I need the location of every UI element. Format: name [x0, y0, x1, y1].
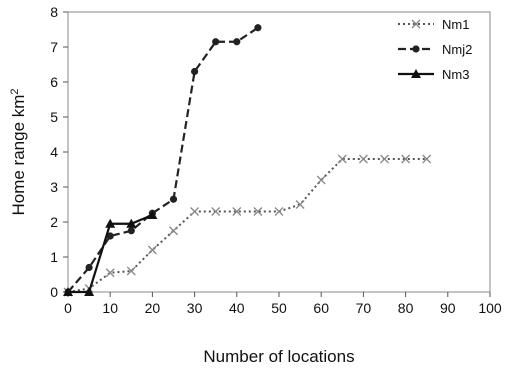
x-tick-label: 10: [102, 300, 118, 316]
series-point: [169, 226, 178, 236]
series-point: [316, 175, 326, 185]
series-point: [211, 207, 221, 216]
x-tick-label: 0: [64, 300, 72, 316]
series-point: [191, 67, 199, 76]
series-point: [105, 268, 115, 278]
y-axis-title-superscript: 2: [9, 88, 21, 94]
series-point: [126, 218, 137, 228]
x-axis-title: Number of locations: [203, 347, 354, 366]
y-tick-label: 1: [50, 249, 58, 265]
series-point: [233, 38, 241, 46]
x-axis-ticks: 0 10 20 30 40 50 60 70 80 90 100: [64, 292, 502, 316]
series-point: [253, 207, 263, 216]
series-point: [127, 227, 135, 235]
legend: Nm1 Nmj2 Nm3: [398, 17, 472, 82]
series-point: [190, 207, 200, 216]
legend-label: Nm3: [442, 67, 469, 82]
series-point: [337, 154, 347, 164]
series-line: [67, 26, 259, 293]
series-point: [411, 69, 421, 78]
series-point: [84, 287, 95, 296]
y-axis-title-main: Home range km: [9, 95, 28, 216]
series-point: [380, 154, 389, 164]
series-point: [169, 195, 178, 203]
series-point: [212, 38, 220, 46]
series-point: [295, 200, 305, 209]
x-tick-label: 20: [145, 300, 161, 316]
y-tick-label: 4: [50, 144, 58, 160]
series-point: [232, 207, 242, 216]
x-tick-label: 90: [440, 300, 456, 316]
x-tick-label: 100: [478, 300, 502, 316]
series-point: [401, 154, 411, 164]
legend-entry-nm3: Nm3: [398, 67, 469, 82]
x-tick-label: 60: [313, 300, 329, 316]
y-tick-label: 8: [50, 4, 58, 20]
legend-entry-nmj2: Nmj2: [398, 42, 472, 57]
series-point: [105, 218, 116, 228]
x-tick-label: 50: [271, 300, 287, 316]
series-point: [274, 207, 284, 216]
legend-label: Nmj2: [442, 42, 472, 57]
series-point: [358, 154, 368, 164]
x-tick-label: 70: [356, 300, 372, 316]
series-point: [422, 154, 432, 164]
series-point: [411, 19, 421, 29]
series-point: [85, 263, 93, 272]
series-point: [106, 232, 114, 240]
y-tick-label: 6: [50, 74, 58, 90]
y-tick-label: 2: [50, 214, 58, 230]
series-point: [254, 24, 262, 32]
series-layer: [63, 24, 432, 297]
series-point: [147, 245, 157, 255]
legend-label: Nm1: [442, 17, 469, 32]
x-tick-label: 80: [398, 300, 414, 316]
y-axis-title: Home range km2: [9, 88, 28, 215]
series-line: [67, 158, 427, 293]
y-tick-label: 5: [50, 109, 58, 125]
series-nm3: [63, 210, 158, 296]
legend-entry-nm1: Nm1: [398, 17, 469, 32]
y-axis-ticks: 0 1 2 3 4 5 6 7 8: [50, 4, 68, 300]
y-tick-label: 3: [50, 179, 58, 195]
x-tick-label: 40: [229, 300, 245, 316]
plot-area: [67, 11, 491, 293]
series-point: [63, 287, 73, 296]
series-point: [126, 266, 136, 276]
series-point: [412, 45, 420, 53]
x-tick-label: 30: [187, 300, 203, 316]
y-tick-label: 0: [50, 284, 58, 300]
series-point: [147, 210, 158, 219]
y-tick-label: 7: [50, 39, 58, 55]
